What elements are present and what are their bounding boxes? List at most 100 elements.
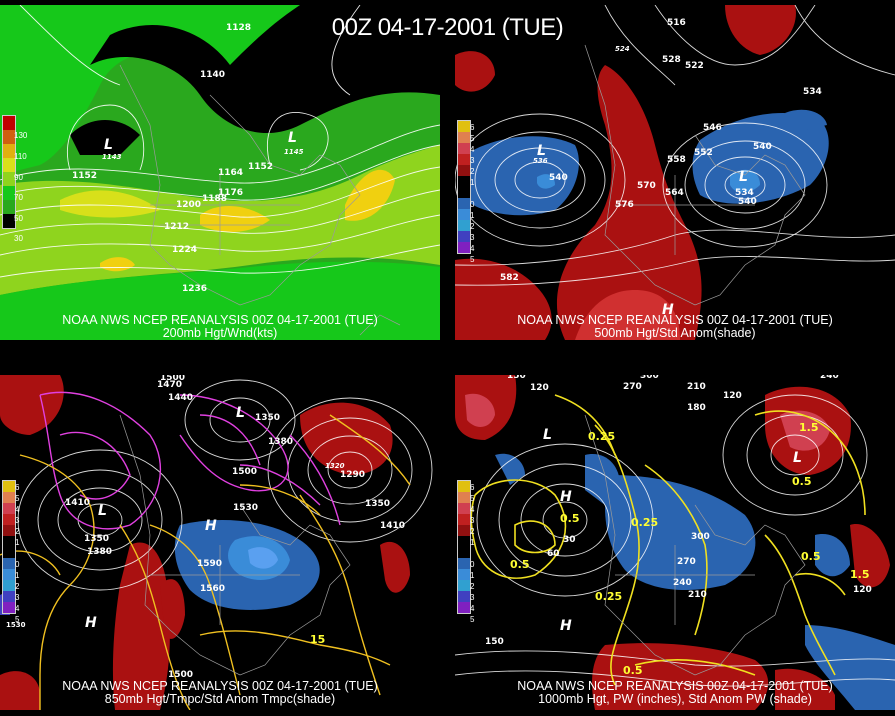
contour-label: 150	[507, 375, 526, 381]
legend-label: 4	[470, 244, 475, 253]
legend-label: 3	[470, 156, 475, 165]
contour-label: 1140	[200, 70, 226, 80]
legend-label: 4	[470, 145, 475, 154]
pw-label: 0.5	[623, 664, 643, 677]
contour-label: 534	[803, 87, 822, 97]
caption-line-2: 500mb Hgt/Std Anom(shade)	[594, 326, 756, 340]
legend-label: 1	[470, 538, 475, 547]
contour-label: 1500	[168, 670, 194, 680]
legend-label: 6	[470, 123, 475, 132]
contour-label: 1188	[202, 194, 228, 204]
pw-label: 0.5	[510, 558, 530, 571]
contour-label: 1350	[84, 534, 110, 544]
contour-label: 1152	[248, 162, 274, 172]
legend-label: 6	[15, 483, 20, 492]
pw-label: 0.25	[588, 430, 616, 443]
legend-label: 0	[470, 200, 475, 209]
contour-label: 570	[637, 181, 656, 191]
low-marker: L	[98, 503, 107, 519]
contour-label: 270	[677, 557, 696, 567]
contour-label: 1590	[197, 559, 223, 569]
legend-label: 70	[14, 193, 23, 202]
contour-label: 558	[667, 155, 686, 165]
low-marker: L	[793, 450, 802, 466]
caption-line-2: 200mb Hgt/Wnd(kts)	[162, 326, 278, 340]
contour-label: 540	[753, 142, 772, 152]
pw-label: 0.25	[595, 590, 623, 603]
legend-label: 3	[470, 516, 475, 525]
contour-label: 1440	[168, 393, 194, 403]
map-850mb	[0, 375, 440, 710]
legend-label: 3	[15, 593, 20, 602]
pw-label: 1.5	[850, 568, 870, 581]
contour-label: 1128	[226, 23, 252, 33]
legend-label: 6	[470, 483, 475, 492]
contour-label: 1200	[176, 200, 202, 210]
high-marker: H	[85, 615, 97, 631]
contour-label: 1500	[160, 375, 186, 383]
panel-caption: NOAA NWS NCEP REANALYSIS 00Z 04-17-2001 …	[455, 680, 895, 706]
contour-label: 540	[738, 197, 757, 207]
legend-label: 1	[470, 571, 475, 580]
legend-label: 4	[15, 505, 20, 514]
panel-caption: NOAA NWS NCEP REANALYSIS 00Z 04-17-2001 …	[0, 314, 440, 340]
legend-200mb	[2, 115, 16, 229]
contour-label: 1530	[6, 621, 26, 629]
contour-label: 1560	[200, 584, 226, 594]
contour-label: 1500	[232, 467, 258, 477]
legend-label: 1	[15, 538, 20, 547]
legend-label: 130	[14, 131, 28, 140]
temp-label: 15	[310, 633, 326, 646]
legend-label: 4	[15, 604, 20, 613]
legend-label: 5	[470, 494, 475, 503]
contour-label: 150	[485, 637, 504, 647]
caption-line-1: NOAA NWS NCEP REANALYSIS 00Z 04-17-2001 …	[62, 313, 378, 327]
contour-label: 540	[549, 173, 568, 183]
high-marker: H	[560, 618, 572, 634]
contour-label: 552	[694, 148, 713, 158]
contour-label: 1212	[164, 222, 190, 232]
contour-label: 120	[530, 383, 549, 393]
contour-label: 576	[615, 200, 634, 210]
contour-label: 270	[623, 382, 642, 392]
contour-label: 1410	[65, 498, 91, 508]
panel-500mb: 6 5 4 3 2 1 0 1 2 3 4 5 516 524 528 522 …	[455, 5, 895, 340]
legend-label: 3	[470, 593, 475, 602]
pw-label: 1.5	[799, 421, 819, 434]
map-200mb	[0, 5, 440, 340]
legend-label: 5	[470, 134, 475, 143]
panel-caption: NOAA NWS NCEP REANALYSIS 00Z 04-17-2001 …	[455, 314, 895, 340]
legend-500mb	[457, 120, 471, 254]
legend-850mb	[2, 480, 16, 614]
contour-label: 1236	[182, 284, 208, 294]
legend-label: 5	[470, 255, 475, 264]
high-marker: H	[662, 302, 674, 318]
legend-1000mb	[457, 480, 471, 614]
legend-label: 1	[470, 178, 475, 187]
legend-label: 5	[15, 494, 20, 503]
contour-label: 1410	[380, 521, 406, 531]
contour-label: 180	[687, 403, 706, 413]
contour-label: 1350	[365, 499, 391, 509]
contour-label: 240	[820, 375, 839, 381]
pw-label: 0.5	[801, 550, 821, 563]
legend-label: 110	[14, 152, 27, 161]
legend-label: 3	[470, 233, 475, 242]
contour-label: 300	[691, 532, 710, 542]
low-marker: L	[739, 169, 748, 185]
contour-label: 1470	[157, 380, 183, 390]
low-marker: L	[288, 130, 297, 146]
pw-label: 0.25	[631, 516, 659, 529]
panel-200mb: 130 110 90 70 50 30 1128 1140 1143 1145 …	[0, 5, 440, 340]
contour-label: 1152	[72, 171, 98, 181]
panel-850mb: 6 5 4 3 2 1 0 1 2 3 4 5 1500 1470 1440 1…	[0, 375, 440, 710]
legend-label: 30	[14, 234, 23, 243]
low-marker: L	[537, 143, 546, 159]
low-marker: L	[236, 405, 245, 421]
caption-line-2: 1000mb Hgt, PW (inches), Std Anom PW (sh…	[538, 692, 812, 706]
legend-label: 2	[15, 527, 20, 536]
high-marker: H	[560, 489, 572, 505]
contour-label: 534	[735, 188, 754, 198]
map-500mb	[455, 5, 895, 340]
legend-label: 3	[15, 516, 20, 525]
